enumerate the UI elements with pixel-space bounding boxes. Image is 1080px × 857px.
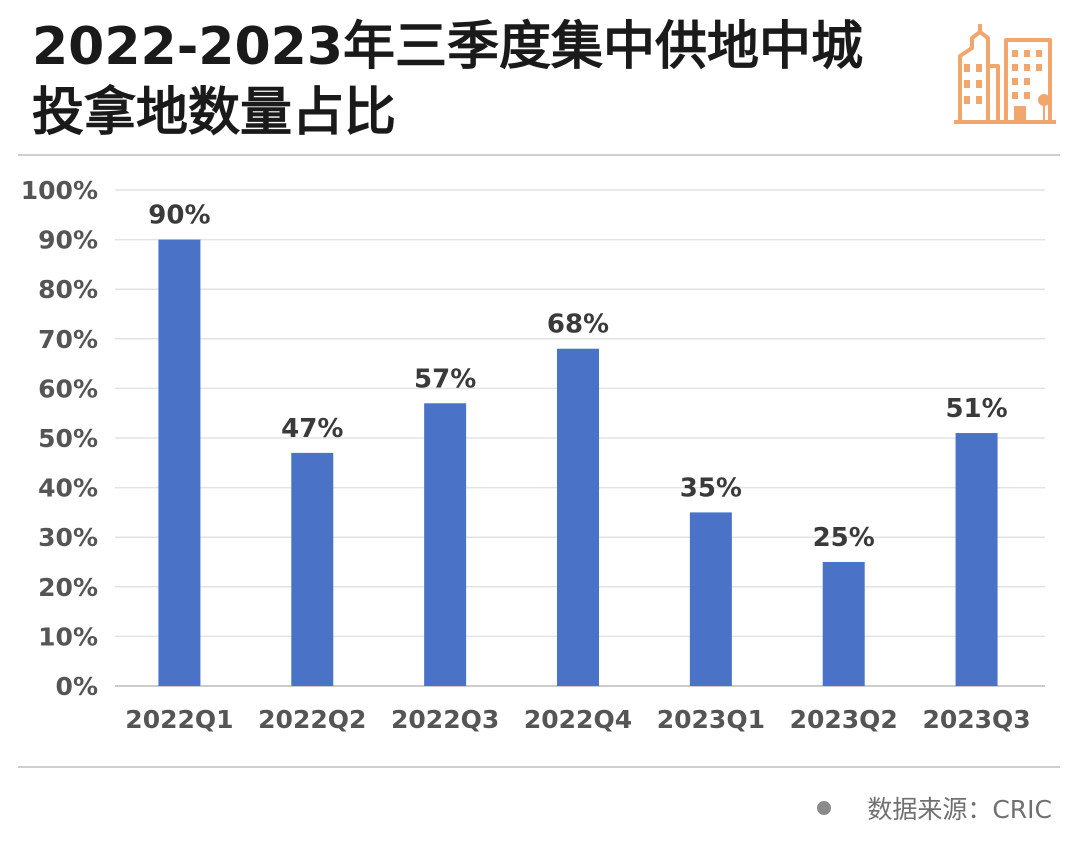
data-label: 90%	[148, 201, 210, 231]
bar-chart: 0% 10% 20% 30% 40% 50% 60% 70% 80% 90% 100% 90% 2022…	[21, 176, 1045, 734]
x-tick-label: 2022Q1	[125, 705, 233, 734]
x-tick-label: 2023Q1	[657, 705, 765, 734]
x-tick-label: 2022Q4	[524, 705, 632, 734]
bar	[291, 452, 334, 686]
y-tick-label: 40%	[38, 474, 98, 503]
data-label: 25%	[813, 523, 875, 553]
label-layer: 0% 10% 20% 30% 40% 50% 60% 70% 80% 90% 100% 90% 2022…	[21, 176, 1031, 734]
data-label: 68%	[547, 310, 609, 340]
bullet-icon	[817, 801, 832, 815]
x-tick-label: 2022Q2	[258, 705, 366, 734]
x-tick-label: 2023Q3	[922, 705, 1030, 734]
bar	[689, 512, 732, 686]
y-tick-label: 30%	[38, 523, 98, 552]
data-label: 51%	[945, 394, 1007, 424]
y-tick-label: 100%	[21, 176, 98, 205]
y-tick-label: 10%	[38, 622, 98, 651]
source-label: 数据来源：CRIC	[867, 795, 1052, 824]
y-tick-label: 80%	[38, 275, 98, 304]
y-tick-label: 60%	[38, 374, 98, 403]
bar-layer	[158, 239, 998, 686]
bar	[424, 403, 467, 686]
source-note: 数据来源：CRIC	[817, 790, 1052, 826]
title-line-1: 2022-2023年三季度集中供地中城	[32, 17, 864, 77]
y-tick-label: 50%	[38, 424, 98, 453]
x-tick-label: 2022Q3	[391, 705, 499, 734]
x-tick-label: 2023Q2	[790, 705, 898, 734]
bar	[955, 433, 998, 686]
y-tick-label: 20%	[38, 573, 98, 602]
data-label: 57%	[414, 364, 476, 394]
y-tick-label: 70%	[38, 325, 98, 354]
title-line-2: 投拿地数量占比	[32, 83, 397, 143]
y-tick-label: 90%	[38, 226, 98, 255]
chart-title: 2022-2023年三季度集中供地中城 投拿地数量占比	[32, 14, 932, 146]
city-buildings-icon	[954, 24, 1056, 124]
data-label: 35%	[680, 473, 742, 503]
bar	[158, 239, 201, 686]
top-divider	[18, 154, 1060, 156]
y-tick-label: 0%	[56, 672, 98, 701]
bar	[557, 348, 599, 686]
bar	[822, 562, 865, 686]
data-label: 47%	[281, 414, 343, 444]
bottom-divider	[18, 766, 1060, 768]
